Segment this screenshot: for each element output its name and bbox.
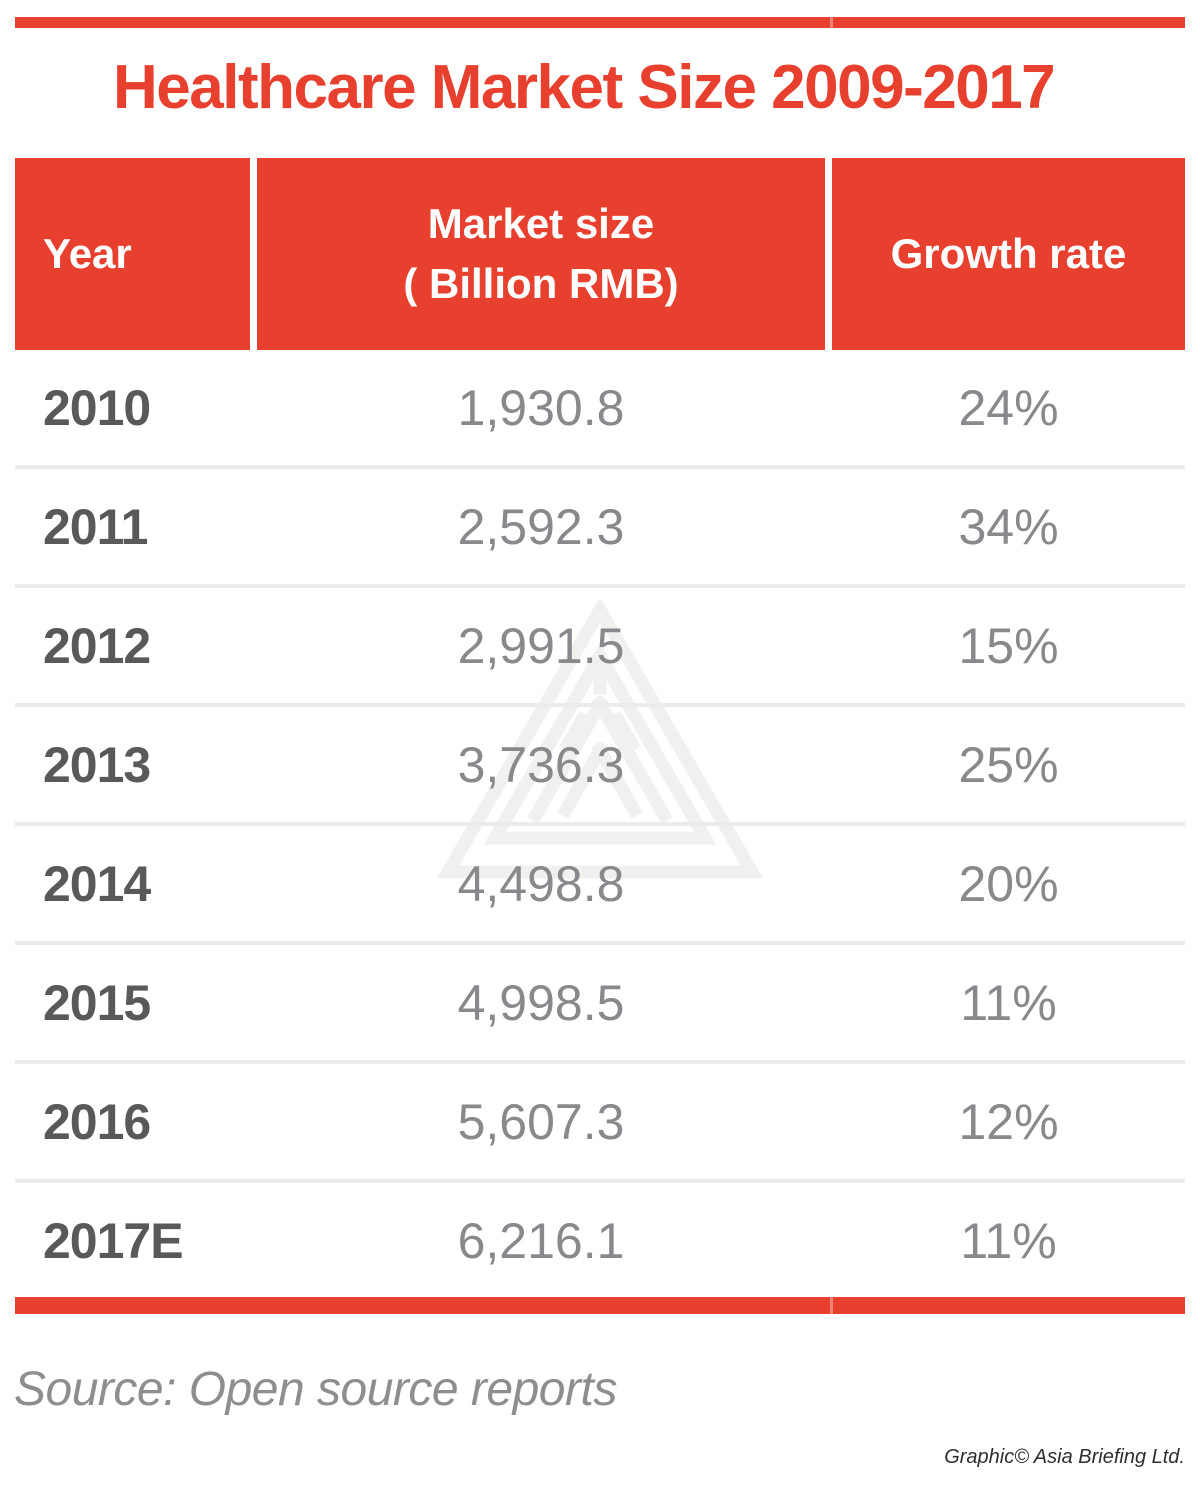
credit-note: Graphic© Asia Briefing Ltd.: [944, 1446, 1185, 1468]
year-cell: 2014: [43, 855, 151, 912]
table-row: 2014 4,498.8 20%: [15, 822, 1185, 941]
year-cell: 2016: [43, 1093, 151, 1150]
market-size-cell: 2,592.3: [457, 498, 625, 555]
header-year: Year: [15, 158, 250, 350]
market-size-cell: 4,998.5: [457, 974, 625, 1031]
header-market-size-line1: Market size: [427, 200, 655, 247]
year-cell: 2015: [43, 974, 151, 1031]
bottom-accent-bar: [15, 1297, 1185, 1314]
table-header-row: Year Market size ( Billion RMB) Growth r…: [15, 158, 1185, 350]
growth-rate-cell: 25%: [958, 736, 1059, 793]
table-row: 2011 2,592.3 34%: [15, 465, 1185, 584]
market-size-cell: 4,498.8: [457, 855, 625, 912]
page-title: Healthcare Market Size 2009-2017: [113, 53, 1056, 122]
table-row: 2010 1,930.8 24%: [15, 350, 1185, 465]
market-size-cell: 2,991.5: [457, 617, 625, 674]
growth-rate-cell: 12%: [958, 1093, 1059, 1150]
table-row: 2015 4,998.5 11%: [15, 941, 1185, 1060]
year-cell: 2012: [43, 617, 151, 674]
growth-rate-cell: 24%: [958, 379, 1059, 436]
year-cell: 2010: [43, 379, 151, 436]
header-market-size: Market size ( Billion RMB): [257, 158, 825, 350]
table-row: 2012 2,991.5 15%: [15, 584, 1185, 703]
market-size-cell: 5,607.3: [457, 1093, 625, 1150]
market-size-cell: 1,930.8: [457, 379, 625, 436]
header-year-label: Year: [43, 230, 132, 277]
growth-rate-cell: 34%: [958, 498, 1059, 555]
growth-rate-cell: 11%: [960, 974, 1057, 1031]
table-row: 2017E 6,216.1 11%: [15, 1179, 1185, 1298]
header-growth-rate-label: Growth rate: [890, 230, 1127, 277]
header-growth-rate: Growth rate: [832, 158, 1185, 350]
bottom-bar-seam: [830, 1297, 833, 1314]
market-size-table: Year Market size ( Billion RMB) Growth r…: [15, 158, 1185, 1298]
header-market-size-line2: ( Billion RMB): [403, 260, 679, 307]
market-size-cell: 3,736.3: [457, 736, 625, 793]
top-bar-seam: [830, 17, 833, 28]
year-cell: 2017E: [43, 1212, 184, 1269]
table-row: 2016 5,607.3 12%: [15, 1060, 1185, 1179]
growth-rate-cell: 20%: [958, 855, 1059, 912]
growth-rate-cell: 11%: [960, 1212, 1057, 1269]
asia-briefing-logo-watermark: [436, 600, 764, 879]
year-cell: 2013: [43, 736, 151, 793]
top-accent-bar: [15, 17, 1185, 28]
market-size-cell: 6,216.1: [457, 1212, 625, 1269]
growth-rate-cell: 15%: [958, 617, 1059, 674]
source-note: Source: Open source reports: [14, 1363, 617, 1416]
table-row: 2013 3,736.3 25%: [15, 703, 1185, 822]
year-cell: 2011: [43, 498, 148, 555]
